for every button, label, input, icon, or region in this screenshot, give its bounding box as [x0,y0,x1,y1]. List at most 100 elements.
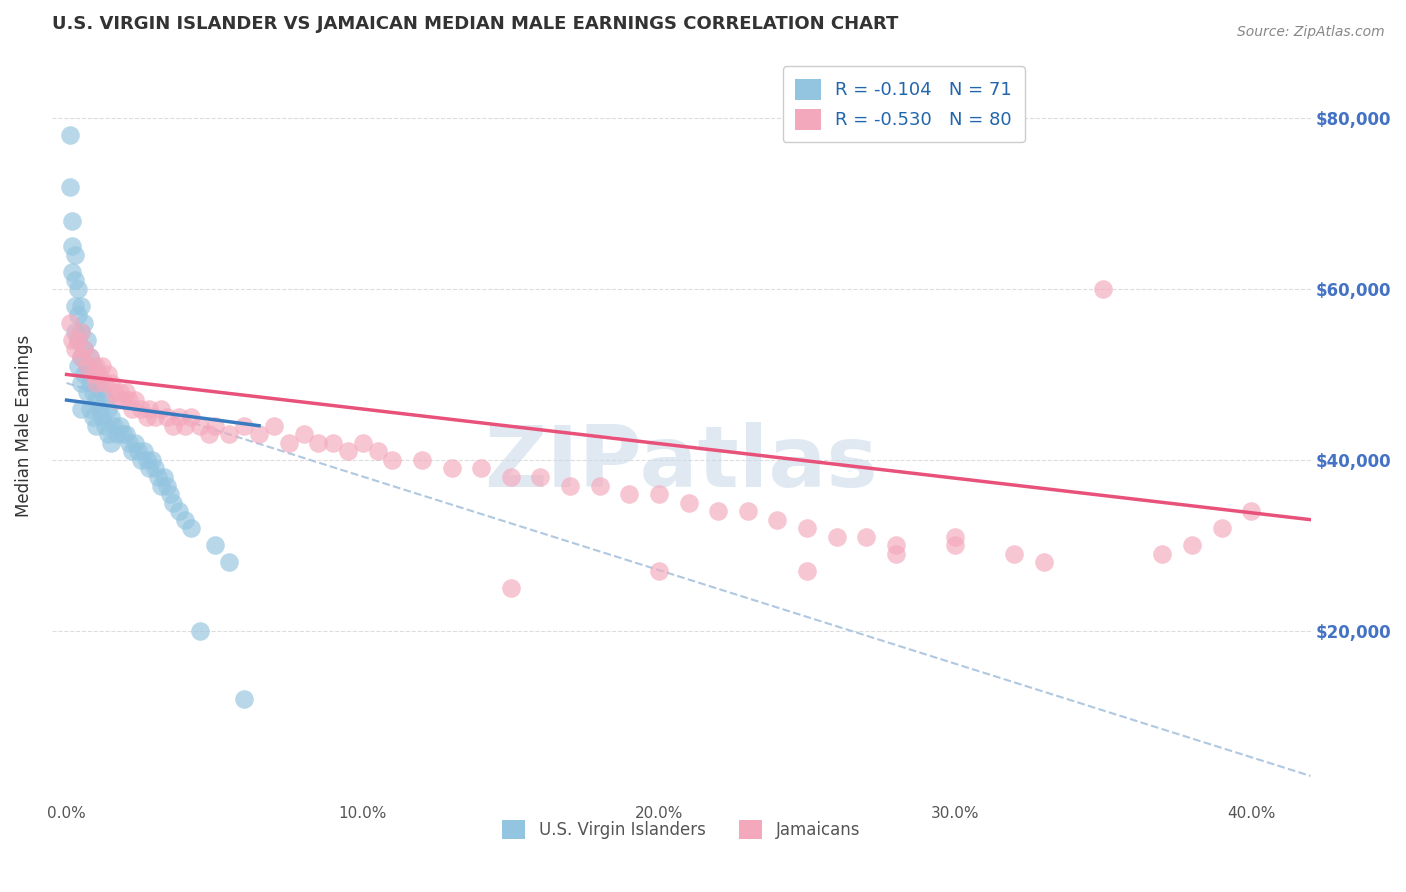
Point [84,418,107,433]
Point [138,461,160,475]
Point [218,555,240,569]
Point [1152,547,1174,561]
Point [94,418,117,433]
Point [121,444,143,458]
Point [70,351,93,365]
Point [91,359,114,373]
Point [91,410,114,425]
Point [180,521,202,535]
Point [100,376,122,390]
Point [65,248,87,262]
Point [499,470,522,484]
Point [135,410,157,425]
Point [70,376,93,390]
Point [89,368,111,382]
Point [825,530,848,544]
Point [499,581,522,595]
Point [150,401,173,416]
Point [82,359,104,373]
Point [1032,555,1054,569]
Point [558,478,581,492]
Point [138,401,160,416]
Point [707,504,730,518]
Point [73,316,96,330]
Point [737,504,759,518]
Point [94,393,117,408]
Point [174,513,197,527]
Point [188,418,211,433]
Point [89,401,111,416]
Point [82,410,104,425]
Point [204,418,226,433]
Point [65,342,87,356]
Point [884,538,907,552]
Point [440,461,463,475]
Point [97,368,120,382]
Point [105,427,128,442]
Point [145,461,167,475]
Point [148,470,170,484]
Point [470,461,492,475]
Point [943,530,966,544]
Point [62,333,84,347]
Point [796,564,818,578]
Point [100,435,122,450]
Point [162,495,184,509]
Point [67,333,90,347]
Text: ZIPatlas: ZIPatlas [484,422,877,505]
Point [277,435,299,450]
Point [204,538,226,552]
Point [65,299,87,313]
Point [67,333,90,347]
Point [62,265,84,279]
Point [58,316,80,330]
Point [76,359,98,373]
Point [76,384,98,399]
Point [118,435,141,450]
Point [352,435,374,450]
Point [58,179,80,194]
Point [188,624,211,638]
Point [159,487,181,501]
Point [89,376,111,390]
Point [381,453,404,467]
Point [73,342,96,356]
Point [247,427,270,442]
Point [619,487,641,501]
Point [76,333,98,347]
Point [132,444,155,458]
Point [336,444,359,458]
Point [174,418,197,433]
Point [529,470,551,484]
Point [65,273,87,287]
Point [79,401,101,416]
Point [111,427,134,442]
Point [1092,282,1115,296]
Point [67,282,90,296]
Point [103,384,125,399]
Point [167,410,190,425]
Text: Source: ZipAtlas.com: Source: ZipAtlas.com [1237,25,1385,39]
Point [135,453,157,467]
Point [79,376,101,390]
Point [145,410,167,425]
Legend: U.S. Virgin Islanders, Jamaicans: U.S. Virgin Islanders, Jamaicans [495,814,868,846]
Point [62,239,84,253]
Point [796,521,818,535]
Point [82,368,104,382]
Point [84,393,107,408]
Point [67,359,90,373]
Point [70,325,93,339]
Point [82,384,104,399]
Point [218,427,240,442]
Point [121,401,143,416]
Point [114,427,136,442]
Y-axis label: Median Male Earnings: Median Male Earnings [15,334,32,516]
Point [141,453,163,467]
Point [67,308,90,322]
Point [1211,521,1233,535]
Point [103,418,125,433]
Point [884,547,907,561]
Point [62,213,84,227]
Point [58,128,80,143]
